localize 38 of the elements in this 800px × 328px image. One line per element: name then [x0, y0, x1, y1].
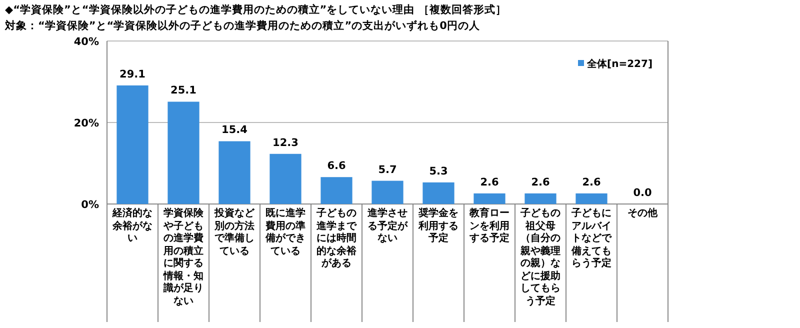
data-label: 29.1: [120, 68, 146, 80]
bar: [422, 182, 454, 204]
bar: [168, 102, 200, 204]
x-tick-label: その他: [626, 208, 658, 220]
data-label: 5.3: [429, 165, 448, 178]
bar: [372, 180, 404, 204]
x-tick-label: 子どもの祖父母（自分の親や義理の親）などに援助してもらう予定: [520, 208, 562, 308]
data-label: 2.6: [480, 176, 499, 188]
x-tick-label: 子どもの進学までには時間的な余裕がある: [316, 208, 358, 270]
data-label: 25.1: [170, 84, 196, 97]
bar: [116, 85, 148, 204]
data-label: 12.3: [272, 136, 298, 149]
x-tick-label: 進学させる予定がない: [366, 208, 409, 246]
data-label: 15.4: [222, 124, 248, 136]
legend-label: 全体[n=227]: [586, 58, 653, 70]
x-tick-label: 投資など別の方法で準備している: [213, 208, 256, 258]
chart-title: ◆“学資保険”と“学資保険以外の子どもの進学費用のための積立”をしていない理由 ［複数回答形式］: [5, 3, 506, 16]
y-tick-label: 0%: [81, 199, 100, 211]
data-label: 6.6: [327, 160, 346, 172]
y-tick-label: 40%: [74, 36, 100, 48]
x-tick-label: 奨学金を利用する予定: [417, 208, 460, 246]
bar: [474, 193, 506, 204]
x-tick-label: 既に進学費用の準備ができている: [264, 208, 306, 258]
x-tick-label: 学資保険や子どもの進学費用の積立に関する情報・知識が足りない: [162, 208, 204, 308]
bar: [218, 141, 250, 204]
data-label: 5.7: [378, 164, 397, 176]
x-tick-label: 教育ローンを利用する予定: [468, 208, 510, 246]
bar: [270, 154, 302, 204]
bar: [320, 177, 352, 204]
data-label: 2.6: [531, 176, 550, 188]
bar: [576, 193, 608, 204]
bar: [524, 193, 556, 204]
x-tick-label: 子どもにアルバイトなどで備えてもらう予定: [570, 208, 613, 270]
x-tick-label: 経済的な余裕がない: [111, 208, 154, 246]
y-tick-label: 20%: [74, 118, 100, 130]
data-label: 2.6: [582, 176, 601, 188]
chart-subtitle: 対象：“学資保険”と“学資保険以外の子どもの進学費用のための積立”の支出がいずれも0円の人: [4, 19, 481, 32]
data-label: 0.0: [633, 187, 652, 199]
